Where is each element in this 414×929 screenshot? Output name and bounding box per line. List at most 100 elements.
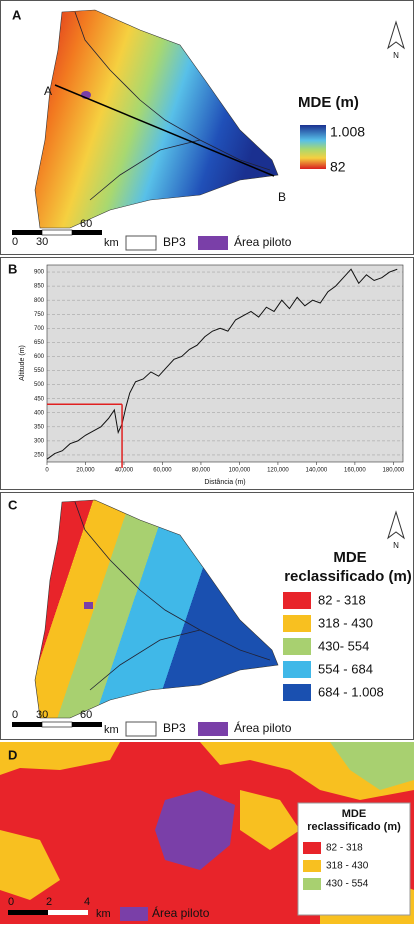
class-swatch xyxy=(303,878,321,890)
scale-label: 60 xyxy=(80,709,92,721)
y-tick-label: 800 xyxy=(34,298,45,304)
x-tick-label: 0 xyxy=(45,468,49,474)
class-label: 82 - 318 xyxy=(326,843,363,854)
reclassified-map xyxy=(34,499,279,719)
class-swatch xyxy=(283,661,311,678)
class-swatch xyxy=(283,592,311,609)
x-tick-label: 60,000 xyxy=(153,468,172,474)
legend-title: MDE (m) xyxy=(298,94,359,111)
legend-min: 82 xyxy=(330,159,346,175)
pilot-label: Área piloto xyxy=(234,720,292,735)
class-label: 318 - 430 xyxy=(318,615,373,630)
x-tick-label: 80,000 xyxy=(192,468,211,474)
class-swatch xyxy=(303,842,321,854)
panel-a: A A B MDE (m) 1.008 82 N 0 30 60 km BP3 … xyxy=(0,0,414,255)
y-tick-label: 700 xyxy=(34,326,45,332)
scale-bar xyxy=(72,230,102,235)
class-label: 82 - 318 xyxy=(318,592,366,607)
bp3-swatch xyxy=(125,235,157,251)
elevation-map xyxy=(34,9,279,229)
scale-label: 4 xyxy=(84,896,90,908)
y-tick-label: 600 xyxy=(34,354,45,360)
x-tick-label: 120,000 xyxy=(267,468,289,474)
class-area xyxy=(330,742,414,790)
scale-label: 0 xyxy=(12,236,18,248)
panel-c: C N MDE reclassificado (m) 82 - 318 318 … xyxy=(0,492,414,740)
scale-bar xyxy=(12,722,42,727)
y-tick-label: 300 xyxy=(34,438,45,444)
scale-unit: km xyxy=(104,237,119,249)
x-tick-label: 180,000 xyxy=(383,468,405,474)
rivers xyxy=(74,501,271,691)
plot-area xyxy=(47,265,403,462)
north-arrow xyxy=(387,510,405,540)
scale-unit: km xyxy=(96,908,111,920)
y-tick-label: 500 xyxy=(34,382,45,388)
rivers xyxy=(74,11,271,201)
panel-label: A xyxy=(12,7,22,22)
pilot-swatch xyxy=(120,907,148,921)
class-swatch xyxy=(303,860,321,872)
legend-title: MDE xyxy=(333,549,366,566)
scale-bar xyxy=(72,722,102,727)
legend-title: MDE xyxy=(342,808,366,820)
scale-unit: km xyxy=(104,724,119,736)
class-swatch xyxy=(283,684,311,701)
y-tick-label: 750 xyxy=(34,312,45,318)
class-label: 554 - 684 xyxy=(318,661,373,676)
class-label: 430- 554 xyxy=(318,638,369,653)
panel-b: B Distância (m) Altitude (m) 250 300 350 40… xyxy=(0,257,414,490)
scale-bar xyxy=(41,229,73,236)
panel-label: B xyxy=(8,261,17,276)
scale-label: 60 xyxy=(80,218,92,230)
class-label: 430 - 554 xyxy=(326,879,369,890)
profile-line xyxy=(54,84,275,177)
scale-bar xyxy=(48,910,88,915)
north-arrow xyxy=(387,20,405,50)
y-tick-label: 400 xyxy=(34,410,45,416)
north-label: N xyxy=(393,541,399,550)
x-tick-label: 40,000 xyxy=(115,468,134,474)
panel-label: D xyxy=(8,747,17,762)
y-tick-label: 900 xyxy=(34,270,45,276)
y-tick-label: 250 xyxy=(34,453,45,459)
panel-d: D MDE reclassificado (m) 82 - 318 318 - … xyxy=(0,742,414,924)
y-tick-label: 650 xyxy=(34,340,45,346)
x-tick-label: 20,000 xyxy=(76,468,95,474)
scale-bar xyxy=(41,721,73,728)
x-axis-label: Distância (m) xyxy=(204,479,245,486)
profile-end: B xyxy=(278,190,286,204)
plot-frame xyxy=(46,264,404,463)
class-label: 684 - 1.008 xyxy=(318,684,384,699)
y-axis-label: Altitude (m) xyxy=(19,345,26,381)
y-tick-label: 850 xyxy=(34,284,45,290)
class-label: 318 - 430 xyxy=(326,861,369,872)
legend-box xyxy=(297,802,411,916)
legend-title: reclassificado (m) xyxy=(284,568,412,585)
legend-title: reclassificado (m) xyxy=(307,821,401,833)
scale-bar xyxy=(12,230,42,235)
x-tick-label: 160,000 xyxy=(344,468,366,474)
color-ramp xyxy=(300,125,326,169)
north-label: N xyxy=(393,51,399,60)
scale-label: 0 xyxy=(8,896,14,908)
pilot-area xyxy=(84,602,93,609)
scale-label: 30 xyxy=(36,236,48,248)
bp3-swatch xyxy=(125,721,157,737)
scale-label: 2 xyxy=(46,896,52,908)
legend-max: 1.008 xyxy=(330,124,365,140)
bp3-label: BP3 xyxy=(163,721,186,735)
pilot-label: Área piloto xyxy=(152,905,210,920)
y-tick-label: 450 xyxy=(34,396,45,402)
y-tick-label: 350 xyxy=(34,424,45,430)
bp3-label: BP3 xyxy=(163,235,186,249)
scale-bar xyxy=(8,910,48,915)
scale-label: 0 xyxy=(12,709,18,721)
pilot-label: Área piloto xyxy=(234,234,292,249)
x-tick-label: 140,000 xyxy=(306,468,328,474)
x-tick-label: 100,000 xyxy=(229,468,251,474)
altitude-line xyxy=(46,268,398,460)
pilot-swatch xyxy=(198,722,228,736)
class-swatch xyxy=(283,615,311,632)
